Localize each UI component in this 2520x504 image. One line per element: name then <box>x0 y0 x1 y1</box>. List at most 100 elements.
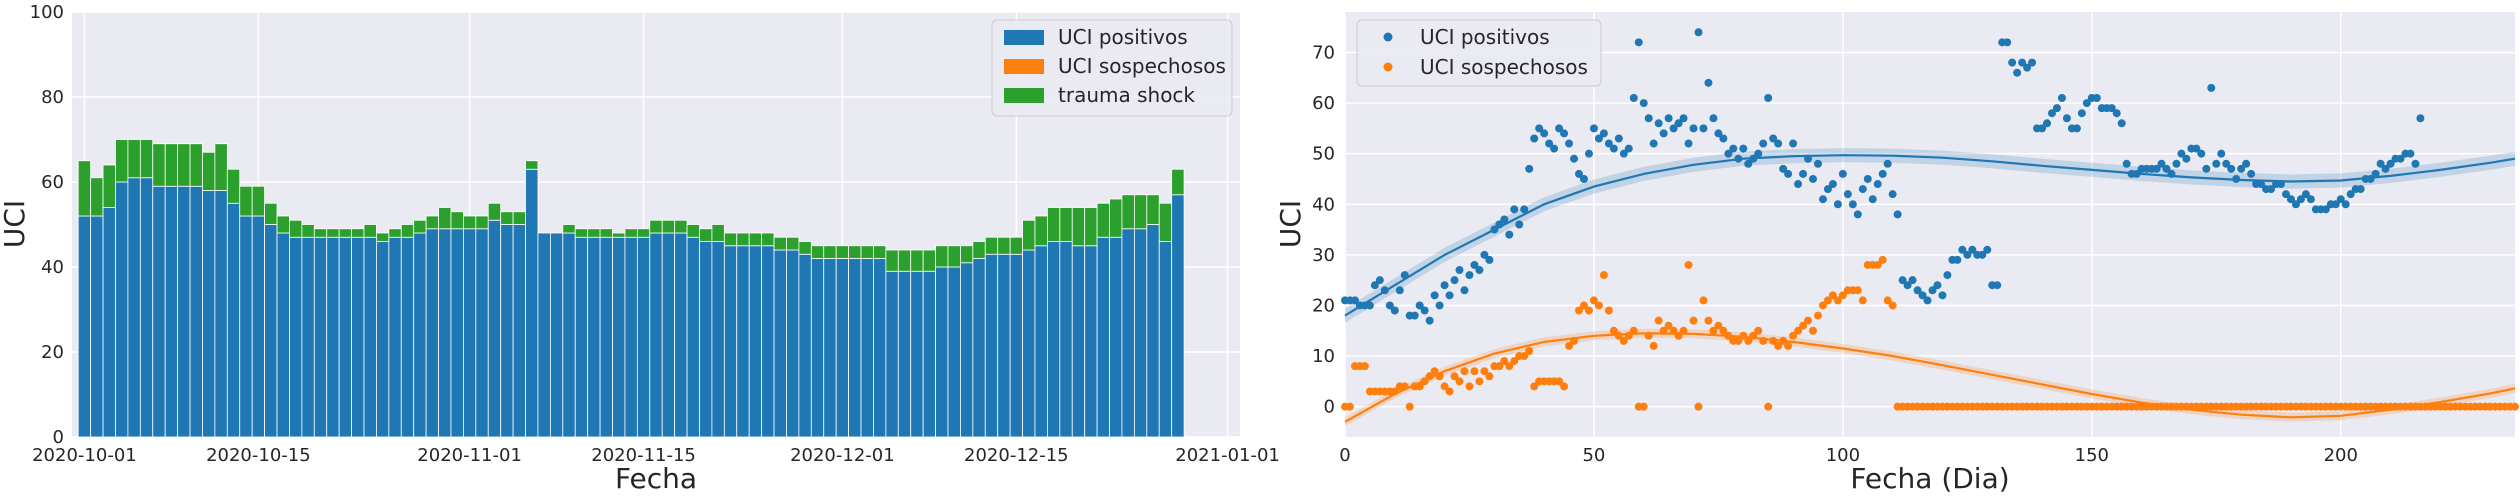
bar-segment <box>264 224 278 438</box>
bar-segment <box>736 232 750 247</box>
scatter-point <box>1450 372 1459 381</box>
bar-segment <box>189 143 203 187</box>
bar-segment <box>984 236 999 255</box>
scatter-point <box>2172 159 2181 168</box>
bar-chart-x-ticks: 2020-10-01 2020-10-15 2020-11-01 2020-11-15… <box>32 445 1280 466</box>
bar-segment <box>972 258 986 438</box>
scatter-chart-x-tick-label: 200 <box>2324 445 2358 466</box>
scatter-point <box>1624 331 1633 340</box>
scatter-point <box>1460 286 1469 295</box>
scatter-point <box>1789 139 1798 148</box>
bar-segment <box>885 270 899 438</box>
scatter-point <box>2018 58 2027 67</box>
bar-segment <box>1071 245 1086 438</box>
bar-segment <box>711 224 725 242</box>
bar-segment <box>1071 207 1086 247</box>
scatter-point <box>2277 180 2285 189</box>
scatter-point <box>2117 119 2126 128</box>
bar-chart-x-axis-label: Fecha <box>615 462 697 495</box>
scatter-point <box>1828 180 1837 189</box>
scatter-point <box>2038 124 2047 133</box>
scatter-point <box>1455 377 1464 386</box>
scatter-point <box>1649 341 1658 350</box>
scatter-point <box>1505 362 1514 371</box>
scatter-point <box>1759 336 1768 345</box>
bar-segment <box>115 181 129 438</box>
scatter-point <box>2092 94 2101 103</box>
scatter-point <box>2167 169 2176 178</box>
bar-segment <box>612 236 626 438</box>
scatter-point <box>1505 230 1514 239</box>
bar-segment <box>326 236 340 438</box>
scatter-point <box>2023 63 2032 72</box>
bar-segment <box>873 258 887 438</box>
scatter-point <box>1754 149 1763 158</box>
scatter-point <box>1779 164 1788 173</box>
bar-segment <box>525 168 539 438</box>
bar-segment <box>960 245 974 264</box>
scatter-point <box>1515 220 1524 229</box>
bar-segment <box>1171 168 1185 196</box>
scatter-point <box>1833 200 1842 209</box>
scatter-point <box>2222 159 2231 168</box>
bar-chart-x-tick-label: 2021-01-01 <box>1175 445 1280 466</box>
scatter-point <box>1813 311 1822 320</box>
scatter-point <box>2057 94 2066 103</box>
scatter-point <box>1664 321 1673 330</box>
scatter-point <box>1475 377 1484 386</box>
scatter-point <box>1365 301 1374 310</box>
scatter-point <box>1609 326 1618 335</box>
bar-segment <box>897 249 912 272</box>
scatter-point <box>1614 331 1623 340</box>
bar-segment <box>686 224 700 238</box>
scatter-point <box>1823 185 1832 194</box>
bar-segment <box>363 224 377 238</box>
scatter-point <box>1858 296 1867 305</box>
bar-segment <box>636 228 651 238</box>
scatter-point <box>1535 124 1544 133</box>
scatter-point <box>2013 68 2022 77</box>
bar-segment <box>624 236 638 438</box>
bar-segment <box>910 249 924 272</box>
bar-segment <box>388 228 402 238</box>
scatter-point <box>1480 367 1489 376</box>
scatter-point <box>1883 296 1892 305</box>
bar-segment <box>748 245 763 438</box>
bar-segment <box>599 228 613 238</box>
bar-segment <box>214 190 228 438</box>
scatter-point <box>2152 164 2161 173</box>
scatter-chart-y-tick-label: 60 <box>1312 93 1335 114</box>
scatter-point <box>1619 149 1628 158</box>
bar-segment <box>301 236 315 438</box>
scatter-point <box>1495 220 1504 229</box>
bar-segment <box>674 232 688 438</box>
bar-segment <box>1158 202 1173 242</box>
scatter-point <box>1669 124 1678 133</box>
scatter-point <box>1589 296 1598 305</box>
scatter-point <box>1380 286 1389 295</box>
scatter-point <box>1664 114 1673 123</box>
scatter-point <box>1430 367 1439 376</box>
bar-segment <box>1133 228 1148 438</box>
bar-segment <box>997 253 1011 438</box>
scatter-chart-x-tick-label: 100 <box>1826 445 1860 466</box>
bar-segment <box>214 143 228 191</box>
scatter-point <box>1968 245 1977 254</box>
scatter-point <box>1345 402 1354 411</box>
scatter-point <box>1933 281 1942 290</box>
bar-chart-legend: UCI positivos UCI sospechosos trauma shock <box>991 19 1233 117</box>
bar-segment <box>1084 207 1098 247</box>
scatter-point <box>1813 159 1822 168</box>
bar-segment <box>1034 215 1048 247</box>
bar-segment <box>1009 236 1023 255</box>
bar-segment <box>500 224 514 438</box>
bar-segment <box>289 219 303 238</box>
bar-segment <box>1084 245 1098 438</box>
scatter-point <box>2237 164 2246 173</box>
scatter-point <box>1759 139 1768 148</box>
scatter-point <box>1719 326 1728 335</box>
scatter-point <box>1644 331 1653 340</box>
scatter-point <box>1435 372 1444 381</box>
scatter-point <box>1794 326 1803 335</box>
bar-segment <box>599 236 613 438</box>
